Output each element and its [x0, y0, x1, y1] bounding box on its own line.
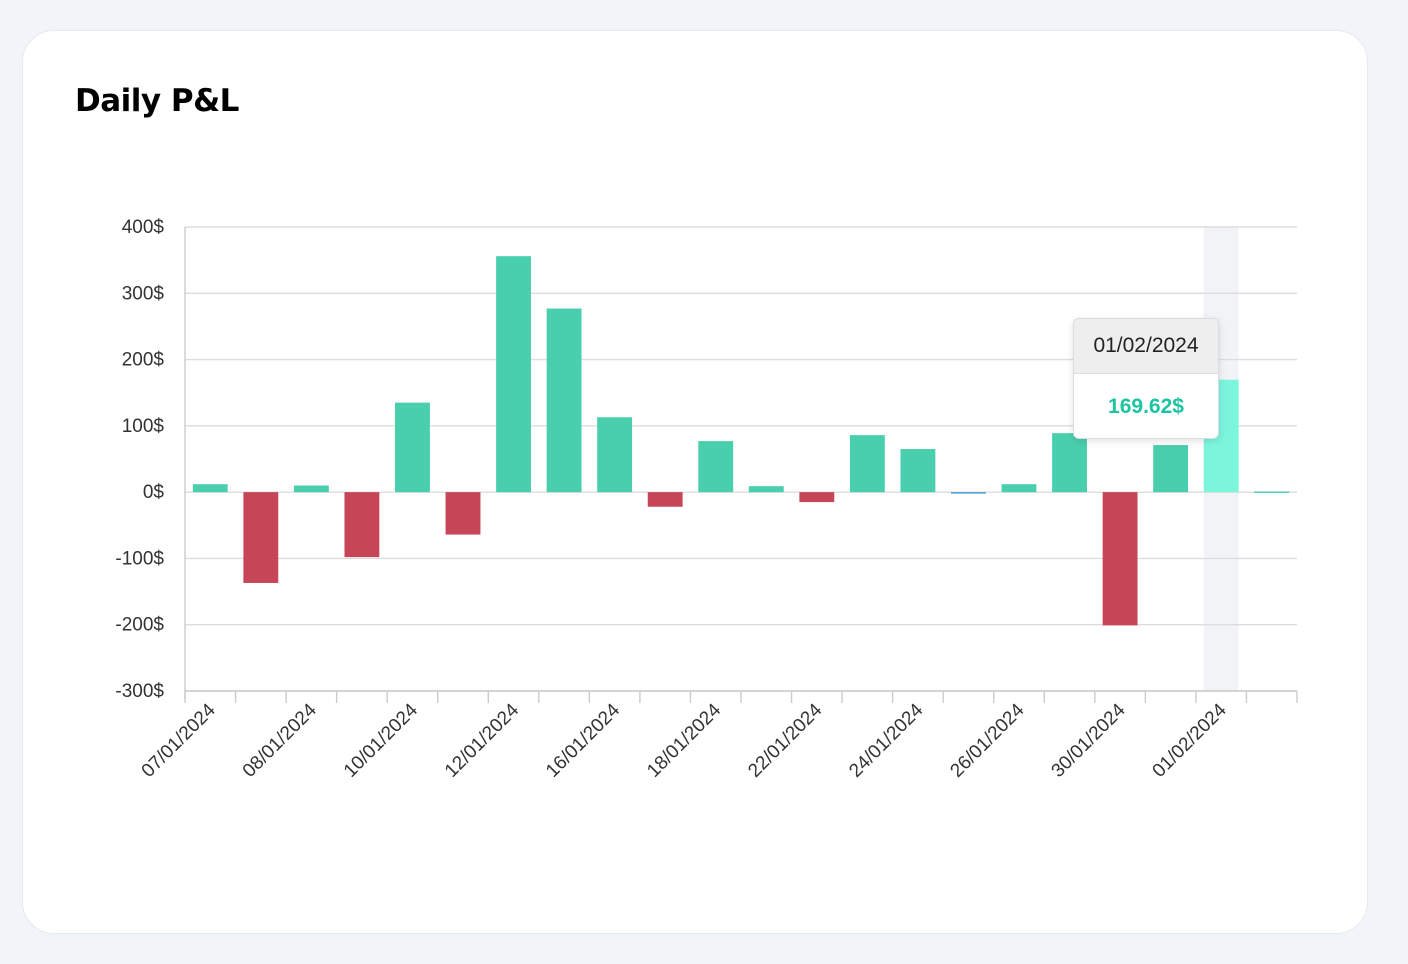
x-tick-label: 18/01/2024 — [643, 699, 725, 781]
y-tick-label: -300$ — [115, 681, 164, 702]
bar-9[interactable] — [597, 417, 633, 493]
tooltip-date: 01/02/2024 — [1074, 319, 1218, 374]
y-tick-label: 0$ — [143, 482, 165, 503]
bar-18[interactable] — [1052, 433, 1087, 493]
bar-17[interactable] — [1001, 484, 1037, 493]
x-tick-label: 01/02/2024 — [1149, 699, 1231, 781]
bar-11[interactable] — [698, 441, 734, 493]
tooltip-value: 169.62$ — [1108, 395, 1184, 418]
bar-3[interactable] — [293, 485, 329, 493]
bar-20[interactable] — [1153, 445, 1189, 493]
bar-2[interactable] — [243, 492, 279, 583]
x-tick-label: 22/01/2024 — [744, 699, 826, 781]
x-tick-label: 07/01/2024 — [138, 699, 220, 781]
bar-19[interactable] — [1102, 492, 1138, 626]
bar-8[interactable] — [546, 308, 582, 493]
y-tick-label: 300$ — [122, 283, 165, 304]
y-tick-label: -100$ — [115, 548, 164, 569]
y-tick-label: -200$ — [115, 615, 164, 636]
y-tick-label: 400$ — [122, 217, 165, 238]
bar-15[interactable] — [900, 449, 936, 493]
bar-4[interactable] — [344, 492, 380, 558]
bar-14[interactable] — [849, 435, 885, 493]
bar-6[interactable] — [445, 492, 481, 535]
bar-22[interactable] — [1254, 491, 1290, 493]
daily-pnl-bar-chart[interactable]: 400$ 300$ 200$ 100$ 0$ -100$ -200$ -300$07/01/2… — [23, 31, 1369, 935]
y-tick-label: 100$ — [122, 416, 165, 437]
bar-1[interactable] — [192, 484, 228, 493]
x-tick-label: 24/01/2024 — [845, 699, 927, 781]
x-tick-label: 08/01/2024 — [239, 699, 321, 781]
y-tick-label: 200$ — [122, 350, 165, 371]
x-tick-label: 12/01/2024 — [441, 699, 523, 781]
card-title: Daily P&L — [75, 83, 239, 119]
x-tick-label: 26/01/2024 — [946, 699, 1028, 781]
x-tick-label: 30/01/2024 — [1048, 699, 1130, 781]
bar-13[interactable] — [799, 492, 835, 503]
bar-5[interactable] — [395, 402, 430, 493]
bar-7[interactable] — [496, 256, 531, 493]
bar-10[interactable] — [647, 492, 683, 507]
chart-tooltip: 01/02/2024 169.62$ — [1073, 318, 1219, 439]
bar-16[interactable] — [951, 492, 986, 494]
x-tick-label: 10/01/2024 — [340, 699, 422, 781]
x-tick-label: 16/01/2024 — [542, 699, 624, 781]
bar-12[interactable] — [748, 486, 784, 493]
daily-pnl-card: Daily P&L 400$ 300$ 200$ 100$ 0$ -100$ -200$ -3… — [22, 30, 1368, 934]
